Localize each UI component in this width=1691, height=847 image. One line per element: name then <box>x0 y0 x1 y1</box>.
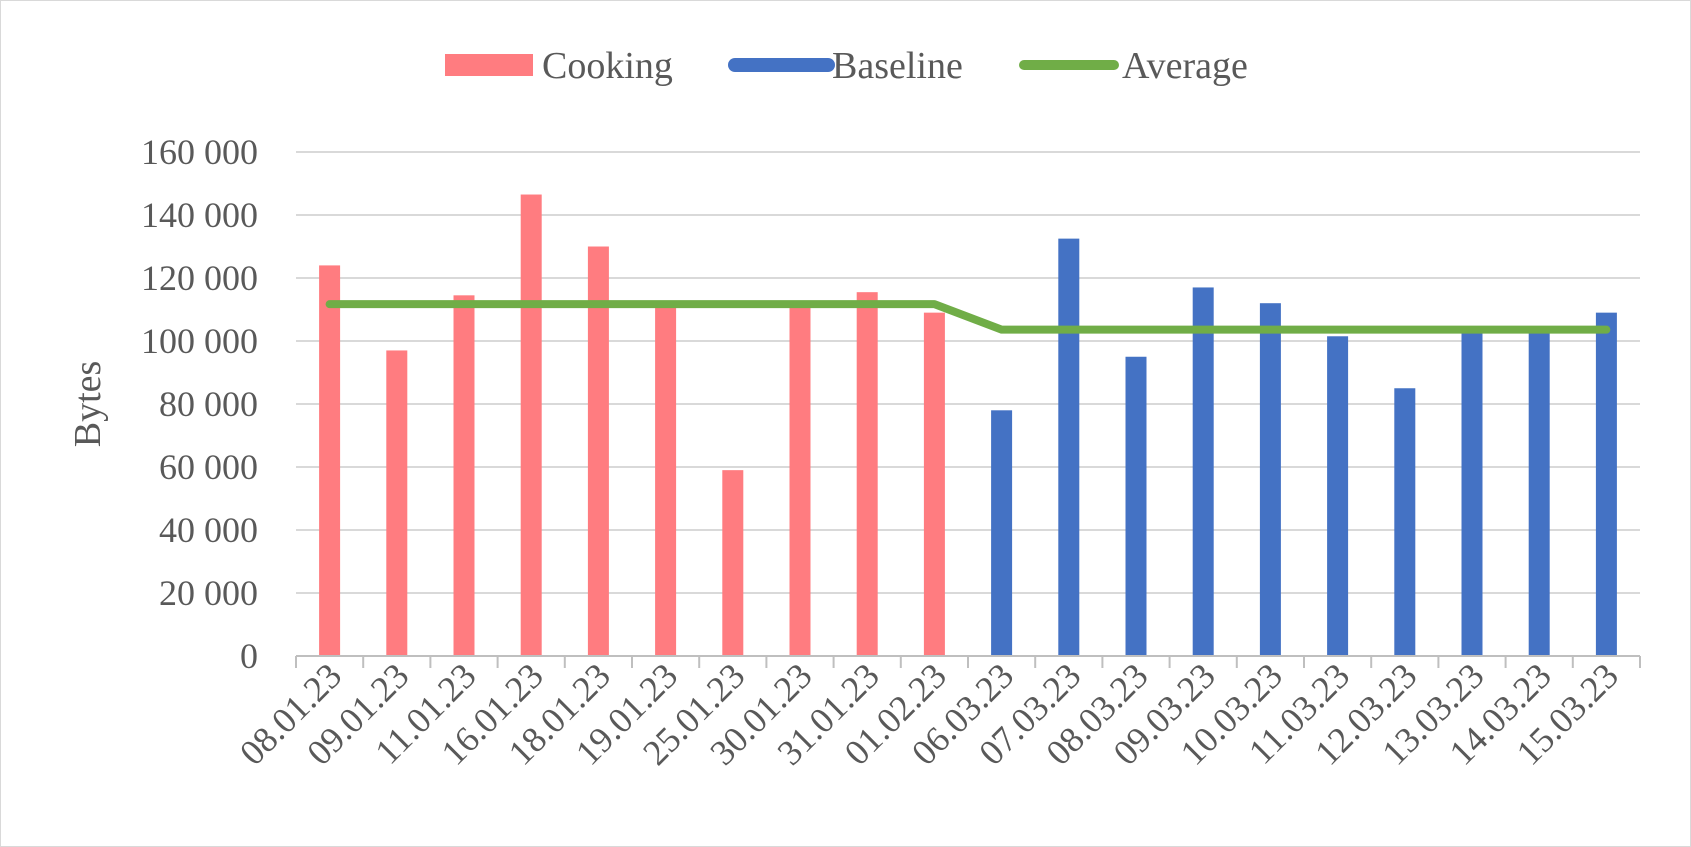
legend: Cooking Baseline Average <box>445 45 1248 87</box>
y-tick-label: 20 000 <box>159 573 258 613</box>
x-tick-labels: 08.01.2309.01.2311.01.2316.01.2318.01.23… <box>232 655 1626 772</box>
bar-baseline-08.03.23 <box>1125 356 1147 656</box>
axes <box>295 655 1641 668</box>
bar-baseline-12.03.23 <box>1394 388 1416 656</box>
legend-label-baseline: Baseline <box>832 45 963 87</box>
bar-baseline-06.03.23 <box>991 410 1013 656</box>
legend-label-average: Average <box>1122 45 1248 87</box>
bar-baseline-11.03.23 <box>1327 336 1349 656</box>
bar-baseline-07.03.23 <box>1058 238 1080 656</box>
average-line-group <box>325 300 1611 334</box>
legend-swatch-cooking <box>445 54 533 76</box>
bars <box>319 194 1617 656</box>
bar-cooking-11.01.23 <box>453 295 475 656</box>
bar-cooking-30.01.23 <box>789 304 811 656</box>
bar-cooking-18.01.23 <box>587 246 609 656</box>
gridlines <box>296 151 1640 594</box>
series-line-average <box>325 300 1611 334</box>
bar-cooking-08.01.23 <box>319 265 341 656</box>
y-tick-label: 100 000 <box>141 321 258 361</box>
bar-baseline-10.03.23 <box>1259 303 1281 656</box>
y-tick-label: 80 000 <box>159 384 258 424</box>
bar-cooking-31.01.23 <box>856 292 878 656</box>
y-tick-label: 40 000 <box>159 510 258 550</box>
bar-baseline-15.03.23 <box>1595 312 1617 656</box>
bar-cooking-19.01.23 <box>655 304 677 656</box>
bar-baseline-13.03.23 <box>1461 331 1483 656</box>
bar-cooking-09.01.23 <box>386 350 408 656</box>
y-tick-label: 160 000 <box>141 132 258 172</box>
y-tick-label: 0 <box>240 636 258 676</box>
bar-cooking-25.01.23 <box>722 470 744 656</box>
bar-baseline-09.03.23 <box>1192 287 1214 656</box>
y-tick-label: 140 000 <box>141 195 258 235</box>
y-axis-label: Bytes <box>67 361 109 448</box>
y-tick-label: 120 000 <box>141 258 258 298</box>
bar-baseline-14.03.23 <box>1528 331 1550 656</box>
y-tick-labels: 0 20 000 40 000 60 000 80 000 100 000 120 000 1… <box>141 132 258 676</box>
bar-cooking-01.02.23 <box>923 312 945 656</box>
bar-cooking-16.01.23 <box>520 194 542 656</box>
y-tick-label: 60 000 <box>159 447 258 487</box>
legend-label-cooking: Cooking <box>542 45 673 87</box>
